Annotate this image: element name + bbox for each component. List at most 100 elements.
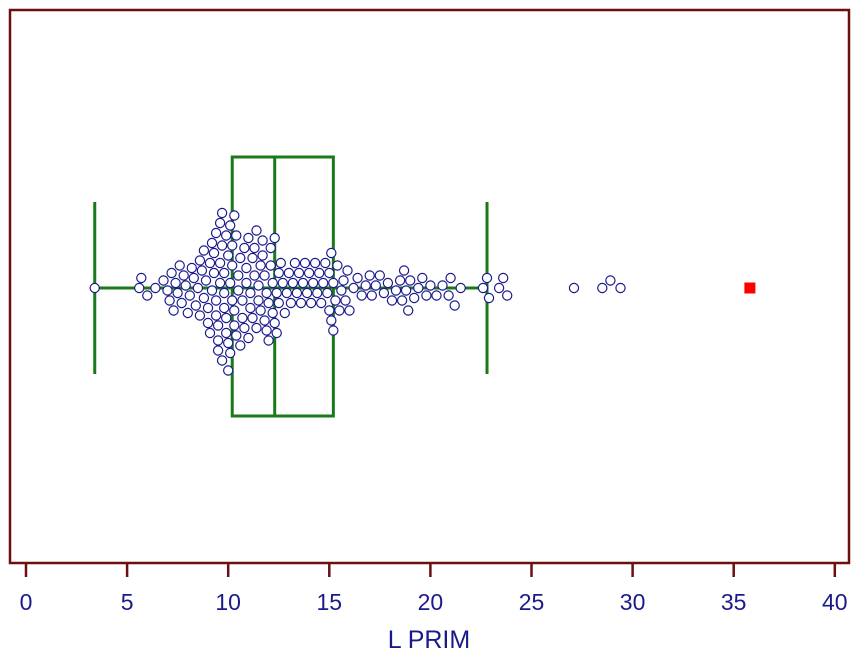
data-point [247, 312, 258, 324]
data-point [498, 272, 509, 284]
data-point [421, 290, 432, 301]
data-points [89, 207, 756, 376]
data-point [251, 225, 262, 236]
data-point [210, 295, 222, 306]
data-point [208, 247, 220, 259]
data-point [208, 267, 220, 279]
data-point [226, 240, 238, 251]
data-point [170, 277, 181, 289]
data-point [186, 262, 197, 274]
data-point [386, 295, 398, 306]
data-point [200, 275, 212, 286]
data-point [239, 322, 250, 334]
data-point [324, 305, 335, 316]
x-tick-label: 35 [721, 589, 747, 615]
data-point [194, 310, 206, 321]
data-point [237, 295, 248, 306]
data-point [299, 257, 311, 269]
data-point [449, 300, 460, 311]
x-tick-label: 0 [20, 589, 33, 615]
data-point [269, 232, 280, 244]
x-tick-label: 30 [620, 589, 646, 615]
data-point [220, 230, 232, 241]
data-point [190, 300, 201, 311]
data-point [493, 282, 505, 294]
data-point [455, 282, 466, 294]
data-point [342, 265, 353, 276]
data-point [212, 345, 224, 356]
data-point [483, 292, 495, 304]
data-point [210, 227, 222, 239]
data-point [224, 347, 236, 359]
data-point [184, 290, 195, 301]
data-point [285, 297, 297, 309]
data-point [307, 277, 319, 289]
data-point [340, 295, 351, 306]
data-point [267, 277, 278, 289]
data-point [326, 247, 337, 259]
data-point [204, 327, 216, 339]
data-point [263, 297, 274, 309]
data-point [398, 265, 410, 276]
data-point [229, 320, 240, 331]
data-point [214, 257, 226, 269]
data-point [214, 277, 226, 289]
data-point [226, 260, 238, 271]
data-point [162, 285, 173, 296]
x-tick-label: 15 [317, 589, 343, 615]
data-point [314, 267, 325, 279]
data-point [360, 280, 371, 291]
data-point [348, 282, 359, 294]
data-point [283, 267, 295, 279]
data-point [222, 250, 234, 261]
data-point [222, 337, 234, 349]
data-point [328, 277, 339, 289]
x-tick-label: 20 [418, 589, 444, 615]
data-point [273, 297, 284, 309]
data-point [202, 302, 214, 314]
data-point [235, 252, 246, 264]
data-point [224, 220, 236, 231]
data-point [180, 280, 191, 291]
data-point [188, 272, 199, 284]
data-point [253, 280, 264, 291]
data-point [142, 290, 153, 301]
data-point [218, 302, 230, 314]
data-point [172, 287, 183, 299]
data-point [303, 267, 315, 279]
data-point [318, 277, 329, 289]
data-point [322, 287, 333, 299]
data-point [297, 277, 309, 289]
data-point [364, 270, 375, 281]
data-point [243, 332, 254, 344]
data-point [150, 282, 161, 294]
x-tick-label: 25 [519, 589, 545, 615]
data-point [182, 307, 193, 319]
data-point [295, 297, 307, 309]
data-point [370, 280, 381, 291]
data-point [291, 287, 303, 299]
data-point [249, 242, 260, 254]
data-point [214, 217, 226, 229]
data-point [233, 270, 244, 281]
data-point [316, 297, 327, 309]
data-point [445, 272, 456, 284]
data-point [229, 210, 240, 221]
data-point [301, 287, 313, 299]
data-point [305, 297, 317, 309]
data-point [192, 282, 204, 294]
x-axis-title: L PRIM [388, 626, 470, 654]
data-point [443, 290, 454, 301]
data-point [400, 285, 412, 296]
data-point [597, 282, 608, 294]
data-point [332, 260, 343, 271]
data-point [224, 277, 236, 289]
data-point [245, 287, 256, 299]
data-point [394, 275, 406, 286]
data-point [417, 272, 428, 284]
data-point [226, 295, 238, 306]
data-point [164, 295, 175, 306]
data-point [196, 265, 208, 276]
data-point [615, 282, 626, 294]
